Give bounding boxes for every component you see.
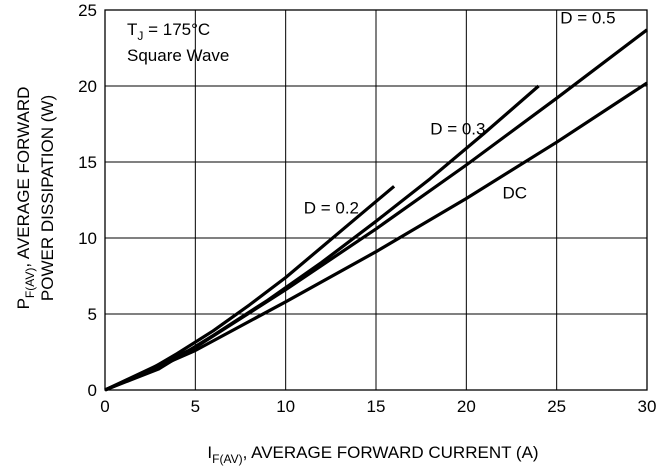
y-tick-label: 15	[78, 153, 97, 172]
conditions-temperature: TJ = 175°C	[127, 20, 210, 43]
x-tick-label: 30	[638, 397, 657, 416]
grid	[105, 10, 647, 390]
y-tick-label: 5	[88, 305, 97, 324]
plot-frame	[104, 9, 648, 391]
x-axis-label: IF(AV), AVERAGE FORWARD CURRENT (A)	[207, 443, 538, 466]
x-tick-labels: 0 5 10 15 20 25 30	[100, 397, 656, 416]
x-tick-label: 5	[191, 397, 200, 416]
curve-label: D = 0.5	[560, 9, 615, 28]
y-axis-label-line1: PF(AV), AVERAGE FORWARD	[14, 87, 37, 310]
conditions-waveform: Square Wave	[127, 46, 229, 65]
x-tick-label: 10	[276, 397, 295, 416]
y-tick-label: 10	[78, 229, 97, 248]
curve-label: D = 0.2	[304, 199, 359, 218]
y-tick-label: 0	[88, 381, 97, 400]
x-tick-label: 0	[100, 397, 109, 416]
x-tick-label: 15	[367, 397, 386, 416]
curve-labels: D = 0.2 D = 0.3 D = 0.5 DC	[304, 9, 616, 218]
curve-label: DC	[502, 183, 527, 202]
x-tick-label: 25	[547, 397, 566, 416]
curve-label: D = 0.3	[430, 120, 485, 139]
y-tick-label: 25	[78, 1, 97, 20]
series-line-dc	[104, 81, 648, 392]
x-tick-label: 20	[457, 397, 476, 416]
series-line-d-0-5	[104, 28, 648, 392]
y-tick-labels: 0 5 10 15 20 25	[78, 1, 97, 400]
y-tick-label: 20	[78, 77, 97, 96]
y-axis-label-line2: POWER DISSIPATION (W)	[38, 95, 57, 301]
series-lines	[104, 28, 648, 392]
